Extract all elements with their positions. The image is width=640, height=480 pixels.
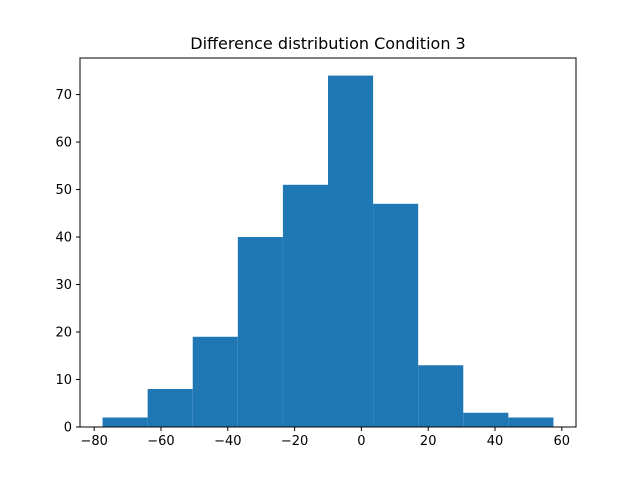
y-tick-label: 20 bbox=[55, 326, 72, 341]
histogram-bar-7 bbox=[418, 365, 464, 427]
histogram-bar-6 bbox=[373, 203, 419, 427]
x-tick-label: 0 bbox=[357, 434, 365, 449]
histogram-bar-9 bbox=[508, 417, 554, 427]
y-tick-label: 40 bbox=[55, 231, 72, 246]
y-tick-label: 10 bbox=[55, 373, 72, 388]
y-axis: 0 10 20 30 40 50 60 70 bbox=[55, 88, 80, 436]
x-tick-label: −40 bbox=[214, 434, 241, 449]
histogram-bar-3 bbox=[237, 237, 283, 427]
y-tick-label: 50 bbox=[55, 183, 72, 198]
x-axis: −80 −60 −40 −20 0 20 40 60 bbox=[80, 427, 570, 449]
x-tick-label: 20 bbox=[420, 434, 437, 449]
y-tick-label: 0 bbox=[64, 421, 72, 436]
x-tick-label: −20 bbox=[281, 434, 308, 449]
y-tick-label: 60 bbox=[55, 136, 72, 151]
histogram-bar-8 bbox=[463, 412, 509, 427]
histogram-bar-1 bbox=[147, 389, 193, 427]
x-tick-label: −60 bbox=[147, 434, 174, 449]
chart-title: Difference distribution Condition 3 bbox=[190, 34, 465, 53]
y-tick-label: 70 bbox=[55, 88, 72, 103]
y-tick-label: 30 bbox=[55, 278, 72, 293]
histogram-bar-0 bbox=[102, 417, 148, 427]
plot-frame bbox=[79, 57, 577, 428]
histogram-bars bbox=[102, 75, 554, 427]
histogram-bar-4 bbox=[282, 184, 328, 427]
histogram-bar-5 bbox=[328, 75, 374, 427]
x-tick-label: 40 bbox=[487, 434, 504, 449]
x-tick-label: 60 bbox=[554, 434, 571, 449]
x-tick-label: −80 bbox=[80, 434, 107, 449]
histogram-bar-2 bbox=[192, 336, 238, 427]
